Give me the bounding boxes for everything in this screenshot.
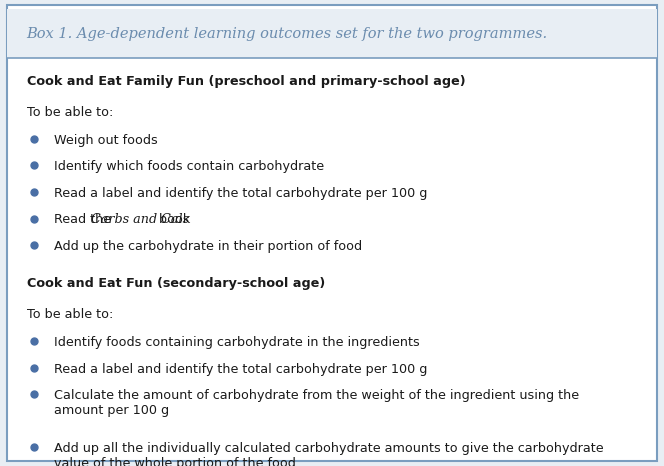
FancyBboxPatch shape	[7, 9, 657, 58]
Text: Read the: Read the	[54, 213, 116, 226]
Text: book: book	[155, 213, 190, 226]
FancyBboxPatch shape	[7, 5, 657, 461]
Text: Add up all the individually calculated carbohydrate amounts to give the carbohyd: Add up all the individually calculated c…	[54, 442, 604, 466]
Text: Read a label and identify the total carbohydrate per 100 g: Read a label and identify the total carb…	[54, 363, 428, 376]
Text: Weigh out foods: Weigh out foods	[54, 134, 158, 147]
Text: Add up the carbohydrate in their portion of food: Add up the carbohydrate in their portion…	[54, 240, 363, 253]
Text: Calculate the amount of carbohydrate from the weight of the ingredient using the: Calculate the amount of carbohydrate fro…	[54, 389, 580, 417]
Text: To be able to:: To be able to:	[27, 106, 113, 119]
Text: To be able to:: To be able to:	[27, 308, 113, 321]
Text: Identify which foods contain carbohydrate: Identify which foods contain carbohydrat…	[54, 160, 325, 173]
Text: Box 1. Age-dependent learning outcomes set for the two programmes.: Box 1. Age-dependent learning outcomes s…	[27, 27, 548, 41]
Text: Cook and Eat Family Fun (preschool and primary-school age): Cook and Eat Family Fun (preschool and p…	[27, 75, 465, 88]
Text: Read a label and identify the total carbohydrate per 100 g: Read a label and identify the total carb…	[54, 187, 428, 200]
Text: Cook and Eat Fun (secondary-school age): Cook and Eat Fun (secondary-school age)	[27, 277, 325, 290]
Text: Carbs and Cals: Carbs and Cals	[92, 213, 190, 226]
Text: Identify foods containing carbohydrate in the ingredients: Identify foods containing carbohydrate i…	[54, 336, 420, 349]
